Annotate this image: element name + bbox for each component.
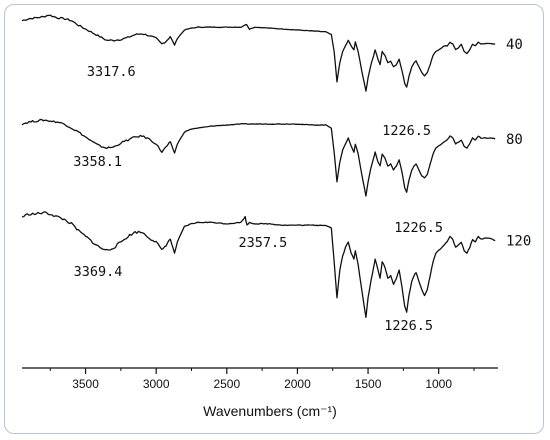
peak-annotation: 1226.5	[382, 123, 431, 139]
x-axis-title: Wavenumbers (cm⁻¹)	[203, 403, 337, 419]
x-tick-label: 1500	[355, 377, 382, 391]
x-tick-label: 1000	[425, 377, 452, 391]
chart-frame	[4, 4, 544, 434]
spectrum-line-40	[21, 14, 496, 92]
peak-annotation: 3317.6	[87, 64, 136, 80]
series-label-80: 80	[506, 132, 523, 148]
spectrum-line-80	[21, 118, 496, 197]
x-tick-label: 3000	[143, 377, 170, 391]
x-tick-label: 2000	[284, 377, 311, 391]
series-label-40: 40	[506, 37, 523, 53]
peak-annotation: 3358.1	[73, 154, 122, 170]
peak-annotation: 2357.5	[239, 235, 288, 251]
peak-annotation: 3369.4	[74, 264, 123, 280]
x-tick-label: 2500	[213, 377, 240, 391]
spectrum-line-120	[21, 211, 496, 319]
series-label-120: 120	[506, 234, 531, 250]
peak-annotation: 1226.5	[384, 318, 433, 334]
peak-annotation: 1226.5	[394, 220, 443, 236]
x-tick-label: 3500	[72, 377, 99, 391]
